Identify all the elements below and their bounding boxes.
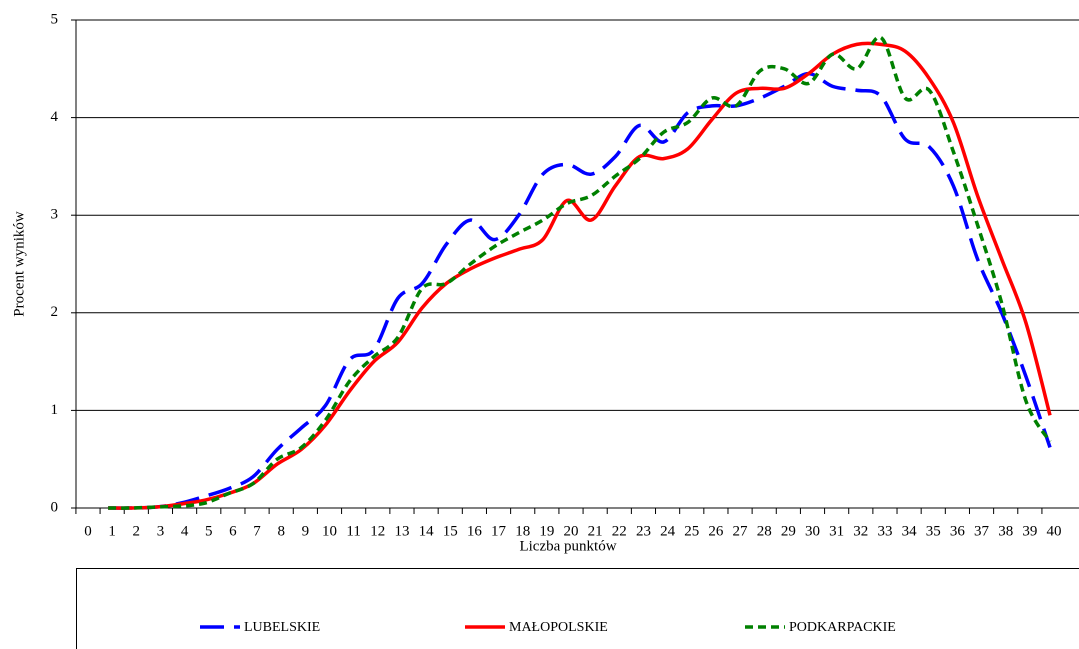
- y-tick-label: 1: [51, 402, 59, 418]
- y-tick-label: 0: [51, 499, 59, 515]
- x-tick-label: 17: [491, 523, 507, 539]
- x-tick-label: 21: [588, 523, 603, 539]
- x-tick-label: 12: [370, 523, 385, 539]
- x-tick-label: 27: [733, 523, 749, 539]
- x-tick-label: 25: [684, 523, 699, 539]
- x-tick-label: 19: [539, 523, 554, 539]
- x-tick-label: 15: [443, 523, 458, 539]
- x-tick-label: 26: [708, 523, 724, 539]
- y-tick-label: 2: [51, 304, 59, 320]
- x-tick-label: 5: [205, 523, 213, 539]
- x-tick-label: 33: [877, 523, 892, 539]
- x-tick-label: 29: [781, 523, 796, 539]
- x-tick-label: 28: [757, 523, 772, 539]
- x-tick-label: 30: [805, 523, 820, 539]
- x-tick-label: 34: [902, 523, 918, 539]
- x-tick-label: 20: [564, 523, 579, 539]
- x-tick-label: 36: [950, 523, 966, 539]
- x-tick-label: 3: [157, 523, 165, 539]
- x-tick-label: 9: [302, 523, 310, 539]
- x-tick-label: 23: [636, 523, 651, 539]
- x-tick-label: 6: [229, 523, 237, 539]
- x-tick-label: 22: [612, 523, 627, 539]
- y-axis-title: Procent wyników: [11, 211, 27, 317]
- x-tick-label: 11: [346, 523, 360, 539]
- x-tick-label: 32: [853, 523, 868, 539]
- x-tick-label: 39: [1022, 523, 1037, 539]
- x-tick-label: 0: [84, 523, 92, 539]
- y-tick-label: 5: [51, 11, 59, 27]
- x-tick-label: 14: [419, 523, 435, 539]
- line-series: [108, 41, 1052, 510]
- legend-label: PODKARPACKIE: [789, 620, 896, 635]
- x-tick-label: 8: [277, 523, 285, 539]
- legend-label: MAŁOPOLSKIE: [509, 620, 608, 635]
- x-tick-label: 4: [181, 523, 189, 539]
- x-tick-label: 13: [394, 523, 409, 539]
- line-series: [108, 35, 1052, 510]
- x-tick-label: 16: [467, 523, 483, 539]
- x-tick-label: 24: [660, 523, 676, 539]
- x-axis-title: Liczba punktów: [519, 538, 616, 554]
- y-tick-label: 3: [51, 207, 59, 223]
- x-tick-label: 1: [108, 523, 116, 539]
- y-tick-label: 4: [51, 109, 59, 125]
- x-tick-label: 10: [322, 523, 337, 539]
- line-series: [108, 71, 1052, 510]
- x-tick-label: 40: [1047, 523, 1062, 539]
- legend-box: [76, 568, 1079, 649]
- x-tick-label: 37: [974, 523, 990, 539]
- x-tick-label: 2: [133, 523, 141, 539]
- x-tick-label: 7: [253, 523, 261, 539]
- x-tick-label: 38: [998, 523, 1013, 539]
- legend-label: LUBELSKIE: [244, 620, 320, 635]
- x-tick-label: 31: [829, 523, 844, 539]
- x-tick-label: 35: [926, 523, 941, 539]
- x-tick-label: 18: [515, 523, 530, 539]
